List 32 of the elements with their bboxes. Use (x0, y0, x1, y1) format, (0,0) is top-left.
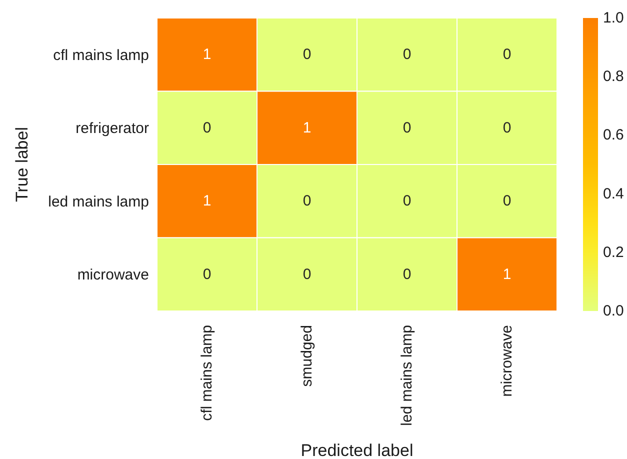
data-label: 0 (202, 266, 212, 283)
color-bar-label: 0.2 (603, 244, 624, 261)
color-bar-label: 1.0 (603, 10, 624, 26)
y-tick-label: led mains lamp (48, 193, 149, 210)
color-bar-label: 0.0 (603, 302, 624, 320)
data-label: 0 (302, 192, 312, 210)
data-label: 0 (402, 46, 412, 64)
x-tick-label: smudged (298, 325, 316, 387)
data-label: 0 (302, 46, 312, 64)
data-label: 1 (502, 266, 512, 283)
x-tick-label: led mains lamp (398, 325, 416, 426)
data-label: 0 (502, 46, 512, 64)
y-tick-label: microwave (77, 266, 149, 284)
data-label: 1 (302, 119, 312, 136)
color-bar-label: 0.8 (603, 68, 624, 86)
color-bar-label: 0.6 (603, 126, 624, 144)
data-label: 0 (502, 192, 512, 210)
x-axis-title: Predicted label (300, 441, 414, 459)
data-label: 0 (202, 119, 212, 136)
y-axis-title: True label (12, 127, 32, 202)
y-tick-label: refrigerator (76, 120, 150, 138)
data-label: 0 (402, 266, 412, 283)
data-label: 0 (302, 266, 312, 283)
x-tick-label: cfl mains lamp (198, 325, 216, 421)
data-label: 0 (402, 119, 412, 136)
data-label: 1 (202, 192, 212, 210)
data-label: 0 (402, 192, 412, 210)
x-tick-label: microwave (498, 325, 516, 397)
data-label: 1 (202, 46, 212, 64)
color-bar-label: 0.4 (603, 185, 624, 202)
data-label: 0 (502, 119, 512, 136)
y-tick-label: cfl mains lamp (53, 46, 149, 64)
